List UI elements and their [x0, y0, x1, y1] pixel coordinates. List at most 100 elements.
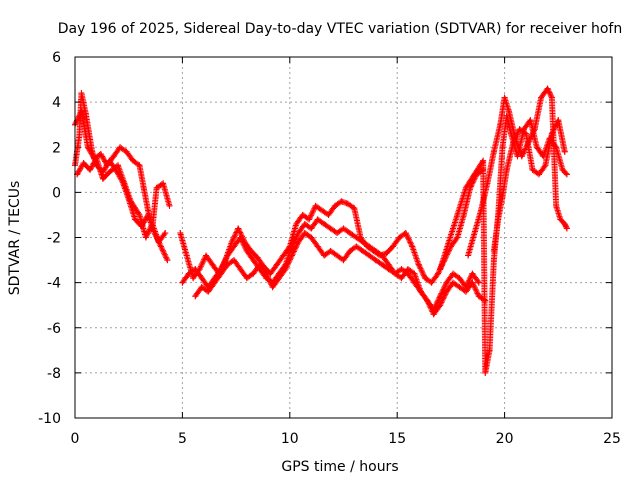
data-point [454, 234, 461, 241]
x-tick-label: 20 [496, 431, 514, 447]
data-point [334, 252, 341, 259]
data-point [160, 180, 167, 187]
data-point [224, 252, 231, 259]
data-point [331, 202, 338, 209]
data-point [179, 279, 186, 286]
data-point [145, 207, 152, 214]
data-point [510, 139, 517, 146]
data-point [499, 144, 506, 151]
data-point [183, 252, 190, 259]
data-point [454, 211, 461, 218]
data-point [490, 248, 497, 255]
y-tick-label: -10 [38, 411, 61, 427]
data-point [475, 293, 482, 300]
data-point [344, 200, 351, 207]
x-tick-label: 0 [71, 431, 80, 447]
data-point [424, 297, 431, 304]
data-point [477, 207, 484, 214]
series-track-9 [490, 117, 568, 255]
data-point [563, 171, 570, 178]
data-point [535, 171, 542, 178]
data-point [402, 229, 409, 236]
data-point [542, 162, 549, 169]
data-point [484, 180, 491, 187]
y-tick-label: -2 [47, 231, 61, 247]
data-point [140, 184, 147, 191]
data-point [422, 275, 429, 282]
data-point [334, 229, 341, 236]
data-point [106, 169, 113, 176]
data-point [409, 243, 416, 250]
data-point [157, 243, 164, 250]
data-point [237, 234, 244, 241]
data-point [462, 184, 469, 191]
data-point [256, 261, 263, 268]
y-axis-label: SDTVAR / TECUs [7, 181, 23, 296]
data-point [295, 229, 302, 236]
data-point [230, 257, 237, 264]
data-point [456, 275, 463, 282]
data-point [404, 270, 411, 277]
data-point [389, 243, 396, 250]
data-point [235, 225, 242, 232]
data-point [237, 266, 244, 273]
data-point [243, 248, 250, 255]
data-point [327, 248, 334, 255]
data-point [544, 85, 551, 92]
data-point [497, 121, 504, 128]
data-point [430, 311, 437, 318]
data-point [501, 94, 508, 101]
data-point [273, 261, 280, 268]
data-point [516, 126, 523, 133]
data-point [482, 369, 489, 376]
axis-ticks: 0 5 10 15 20 25 -10 -8 -6 -4 -2 0 2 4 6 [38, 50, 621, 447]
y-tick-label: 4 [52, 95, 61, 111]
data-point [523, 130, 530, 137]
data-point [366, 243, 373, 250]
data-point [443, 288, 450, 295]
data-point [228, 239, 235, 246]
data-point [93, 155, 100, 162]
data-point [505, 108, 512, 115]
data-point [276, 275, 283, 282]
data-point [117, 144, 124, 151]
data-point [475, 279, 482, 286]
data-point [136, 162, 143, 169]
data-point [325, 211, 332, 218]
data-point [480, 157, 487, 164]
data-point [198, 275, 205, 282]
data-point [136, 211, 143, 218]
data-point [383, 250, 390, 257]
data-points [72, 85, 570, 376]
data-point [153, 184, 160, 191]
data-point [282, 266, 289, 273]
data-point [123, 148, 130, 155]
data-point [243, 275, 250, 282]
data-point [340, 225, 347, 232]
data-point [319, 207, 326, 214]
series-track-6 [192, 229, 489, 318]
data-point [99, 175, 106, 182]
data-point [443, 279, 450, 286]
data-point [563, 225, 570, 232]
data-point [308, 234, 315, 241]
data-point [254, 254, 261, 261]
data-point [76, 132, 83, 139]
data-point [114, 162, 121, 169]
data-point [518, 153, 525, 160]
data-point [97, 151, 104, 158]
data-point [415, 261, 422, 268]
data-point [456, 284, 463, 291]
data-point [338, 198, 345, 205]
data-point [471, 229, 478, 236]
data-point [327, 225, 334, 232]
data-point [359, 239, 366, 246]
y-tick-label: -6 [47, 321, 61, 337]
x-axis-label: GPS time / hours [281, 459, 398, 475]
data-point [185, 270, 192, 277]
data-point [450, 279, 457, 286]
data-point [396, 234, 403, 241]
data-point [166, 202, 173, 209]
